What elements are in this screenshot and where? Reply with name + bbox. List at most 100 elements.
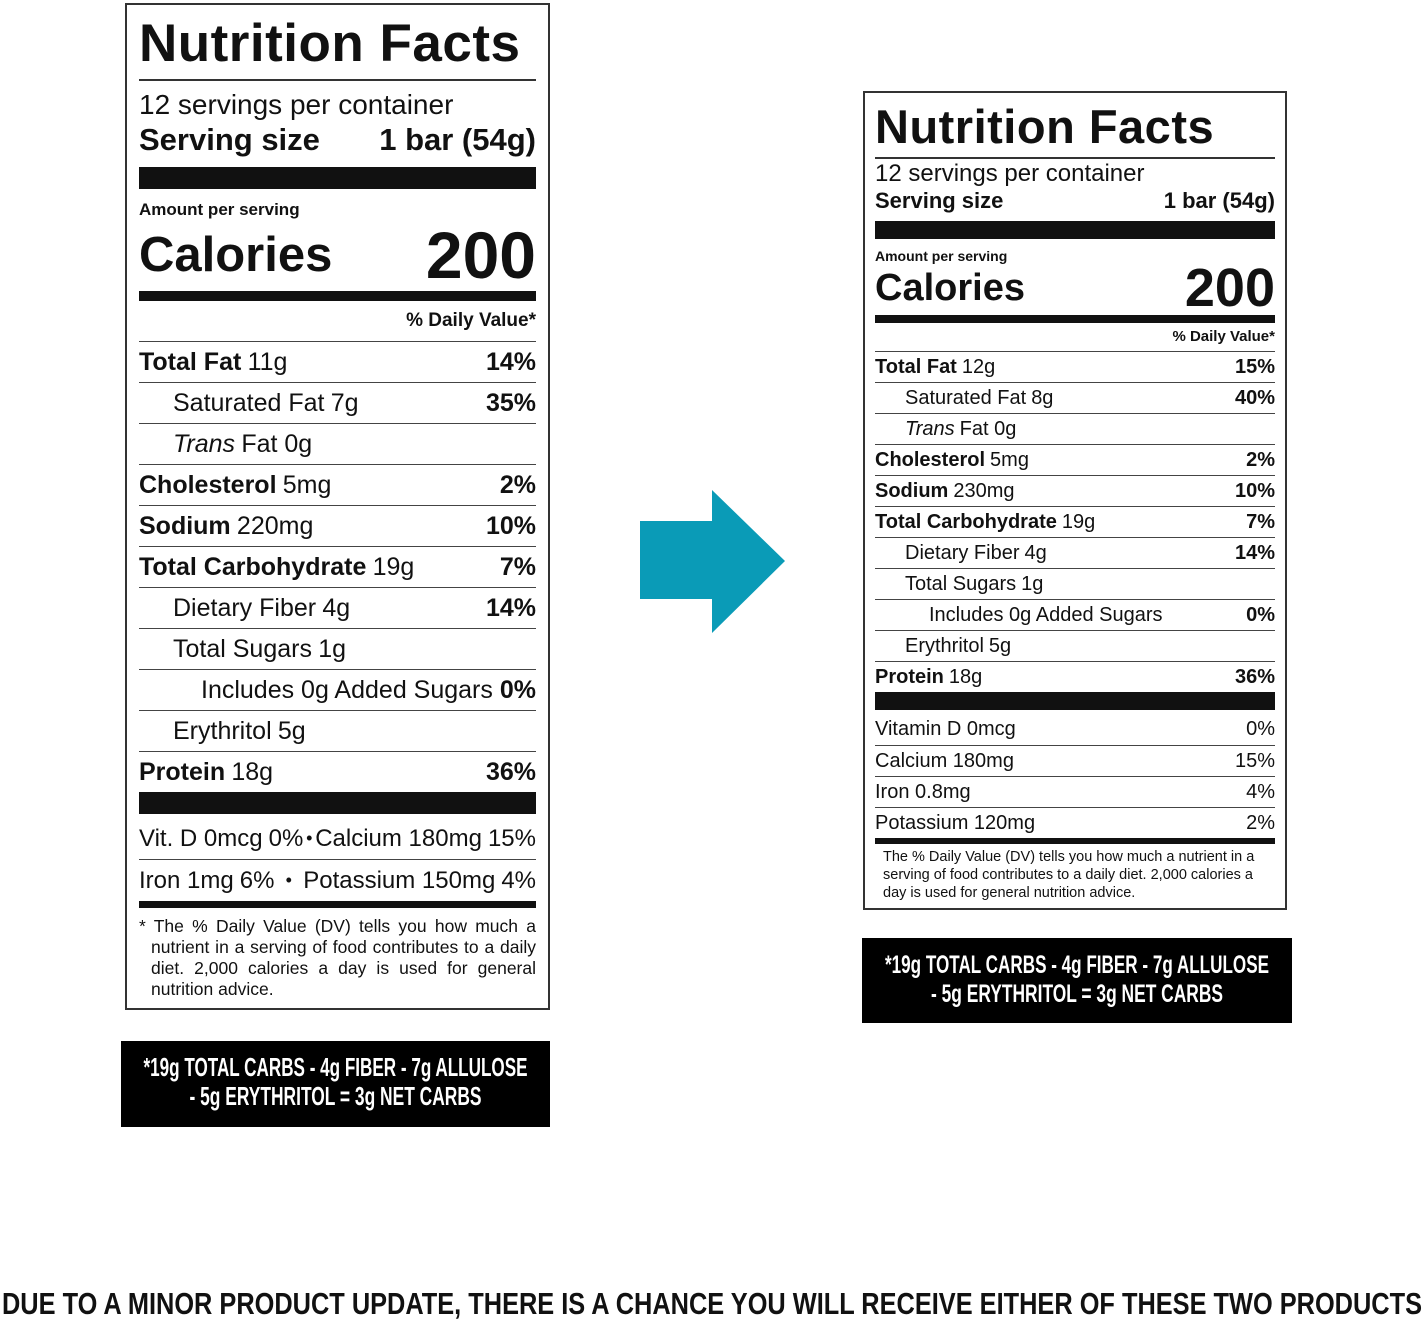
thick-bar: [139, 901, 536, 908]
amount-per-serving: Amount per serving: [875, 248, 1008, 264]
nutrient-amount: 5g: [277, 716, 306, 745]
daily-value: 0%: [1246, 603, 1275, 626]
net-carbs-text: *19g TOTAL CARBS - 4g FIBER - 7g ALLULOS…: [885, 951, 1269, 1008]
calories-label: Calories: [139, 228, 333, 282]
nutrient-amount: 5mg: [990, 448, 1029, 471]
nutrient-row: Sodium 220mg 10%: [139, 505, 536, 546]
label-title: Nutrition Facts: [139, 14, 521, 73]
nutrient-name: Total Fat: [875, 355, 957, 378]
nutrient-amount: 8g: [1031, 386, 1054, 409]
daily-value: 10%: [485, 511, 536, 540]
vitamin: Iron 1mg 6%: [139, 867, 274, 895]
nutrient-row: Cholesterol 5mg 2%: [875, 444, 1275, 475]
nutrient-amount: 220mg: [236, 511, 314, 540]
daily-value: 7%: [499, 552, 536, 581]
nutrient-name: Total Carbohydrate: [875, 510, 1057, 533]
vitamin-name: Potassium 120mg: [875, 811, 1036, 834]
daily-value: 14%: [1234, 541, 1275, 564]
amount-per-serving: Amount per serving: [139, 200, 300, 219]
nutrient: Cholesterol 5mg: [139, 471, 331, 500]
nutrient-name: Protein: [139, 757, 226, 786]
label-title: Nutrition Facts: [875, 100, 1215, 153]
bullet: •: [285, 870, 292, 890]
nutrient-amount: 1g: [318, 634, 347, 663]
vitamin-name: Iron 0.8mg: [875, 780, 971, 803]
vitamin-dv: 6%: [239, 866, 275, 894]
daily-value-header: % Daily Value*: [406, 310, 536, 331]
vitamin-name: Vit. D 0mcg: [139, 824, 263, 852]
nutrient-amount: 4g: [1024, 541, 1047, 564]
nutrient-name: Trans: [173, 429, 236, 458]
nutrient-amount: 230mg: [953, 479, 1015, 502]
daily-value: 14%: [485, 347, 536, 376]
daily-value: 15%: [1234, 355, 1275, 378]
nutrient-name: Includes 0g Added Sugars: [201, 675, 493, 704]
arrow: [640, 490, 785, 633]
servings: 12 servings per container: [139, 89, 454, 120]
nutrient: Total Fat 12g: [875, 356, 995, 379]
nutrient: Sodium 220mg: [139, 512, 313, 541]
vitamin-name: Calcium 180mg: [315, 824, 482, 852]
nutrient-row: Dietary Fiber 4g 14%: [875, 537, 1275, 568]
nutrient-amount: 18g: [948, 665, 983, 688]
notice: DUE TO A MINOR PRODUCT UPDATE, THERE IS …: [2, 1286, 1422, 1321]
serving-size-value: 1 bar (54g): [379, 122, 536, 157]
vitamin-dv: 0%: [1246, 718, 1275, 740]
daily-value: 35%: [485, 388, 536, 417]
nutrient-amount: 1g: [1021, 572, 1044, 595]
nutrient: Sodium 230mg: [875, 480, 1015, 503]
net-carbs-line: - 5g ERYTHRITOL = 3g NET CARBS: [931, 980, 1223, 1008]
daily-value: 36%: [1234, 665, 1275, 688]
nutrient: Saturated Fat 7g: [139, 389, 359, 418]
vitamin-dv: 4%: [501, 866, 536, 894]
calories-value: 200: [1184, 258, 1275, 318]
vitamin-row: Potassium 120mg 2%: [875, 807, 1275, 838]
daily-value: 2%: [499, 470, 536, 499]
calories-label: Calories: [875, 266, 1025, 309]
servings: 12 servings per container: [875, 160, 1145, 187]
thick-bar: [875, 692, 1275, 710]
thick-bar: [139, 167, 536, 189]
nutrient-name: Saturated Fat: [905, 386, 1027, 409]
nutrient-amount: 5mg: [282, 470, 332, 499]
net-carbs-line: *19g TOTAL CARBS - 4g FIBER - 7g ALLULOS…: [144, 1052, 528, 1082]
vitamin: Calcium 180mg 15%: [315, 825, 536, 853]
nutrient-amount: 5g: [988, 634, 1012, 657]
daily-value: 10%: [1234, 479, 1275, 502]
vitamin-row: Iron 0.8mg 4%: [875, 776, 1275, 807]
thick-bar: [139, 291, 536, 301]
vitamin-dv: 4%: [1246, 780, 1275, 803]
nutrient-name: Erythritol: [905, 634, 984, 657]
nutrient: Includes 0g Added Sugars: [875, 604, 1163, 627]
nutrient-name: Sodium: [139, 511, 231, 540]
daily-value: 7%: [1246, 510, 1275, 533]
nutrient: Dietary Fiber 4g: [139, 594, 350, 623]
nutrient: Includes 0g Added Sugars: [139, 676, 493, 705]
nutrient-name: Total Sugars: [905, 572, 1017, 595]
nutrient-amount: 12g: [961, 355, 996, 378]
nutrient-row: Total Sugars 1g: [875, 568, 1275, 599]
thick-bar: [875, 221, 1275, 239]
nutrient-name: Protein: [875, 665, 944, 688]
nutrient-name: Dietary Fiber: [905, 541, 1020, 564]
bullet: •: [306, 828, 313, 848]
nutrient-amount: 19g: [1061, 510, 1096, 533]
nutrient-row: Erythritol 5g: [139, 710, 536, 751]
nutrient-row: Total Carbohydrate 19g 7%: [139, 546, 536, 587]
vitamin-name: Calcium 180mg: [875, 749, 1014, 772]
serving-size: Serving size 1 bar (54g): [875, 187, 1275, 215]
nutrient-row: Trans Fat 0g: [875, 413, 1275, 444]
rule: [139, 79, 536, 81]
nutrient-row: Total Fat 11g 14%: [139, 341, 536, 382]
nutrient: Dietary Fiber 4g: [875, 542, 1047, 565]
nutrient-amount: 19g: [372, 552, 415, 581]
nutrient: Total Fat 11g: [139, 348, 287, 377]
nutrient-amount: 11g: [247, 347, 288, 376]
vitamin-dv: 2%: [1246, 811, 1275, 834]
nutrient-name: Cholesterol: [875, 448, 986, 471]
calories: Calories 200: [139, 218, 536, 292]
nutrient-amount: 4g: [322, 593, 351, 622]
footnote: * The % Daily Value (DV) tells you how m…: [139, 916, 536, 999]
nutrient-row: Protein 18g 36%: [875, 661, 1275, 692]
nutrient: Total Sugars 1g: [139, 635, 346, 664]
